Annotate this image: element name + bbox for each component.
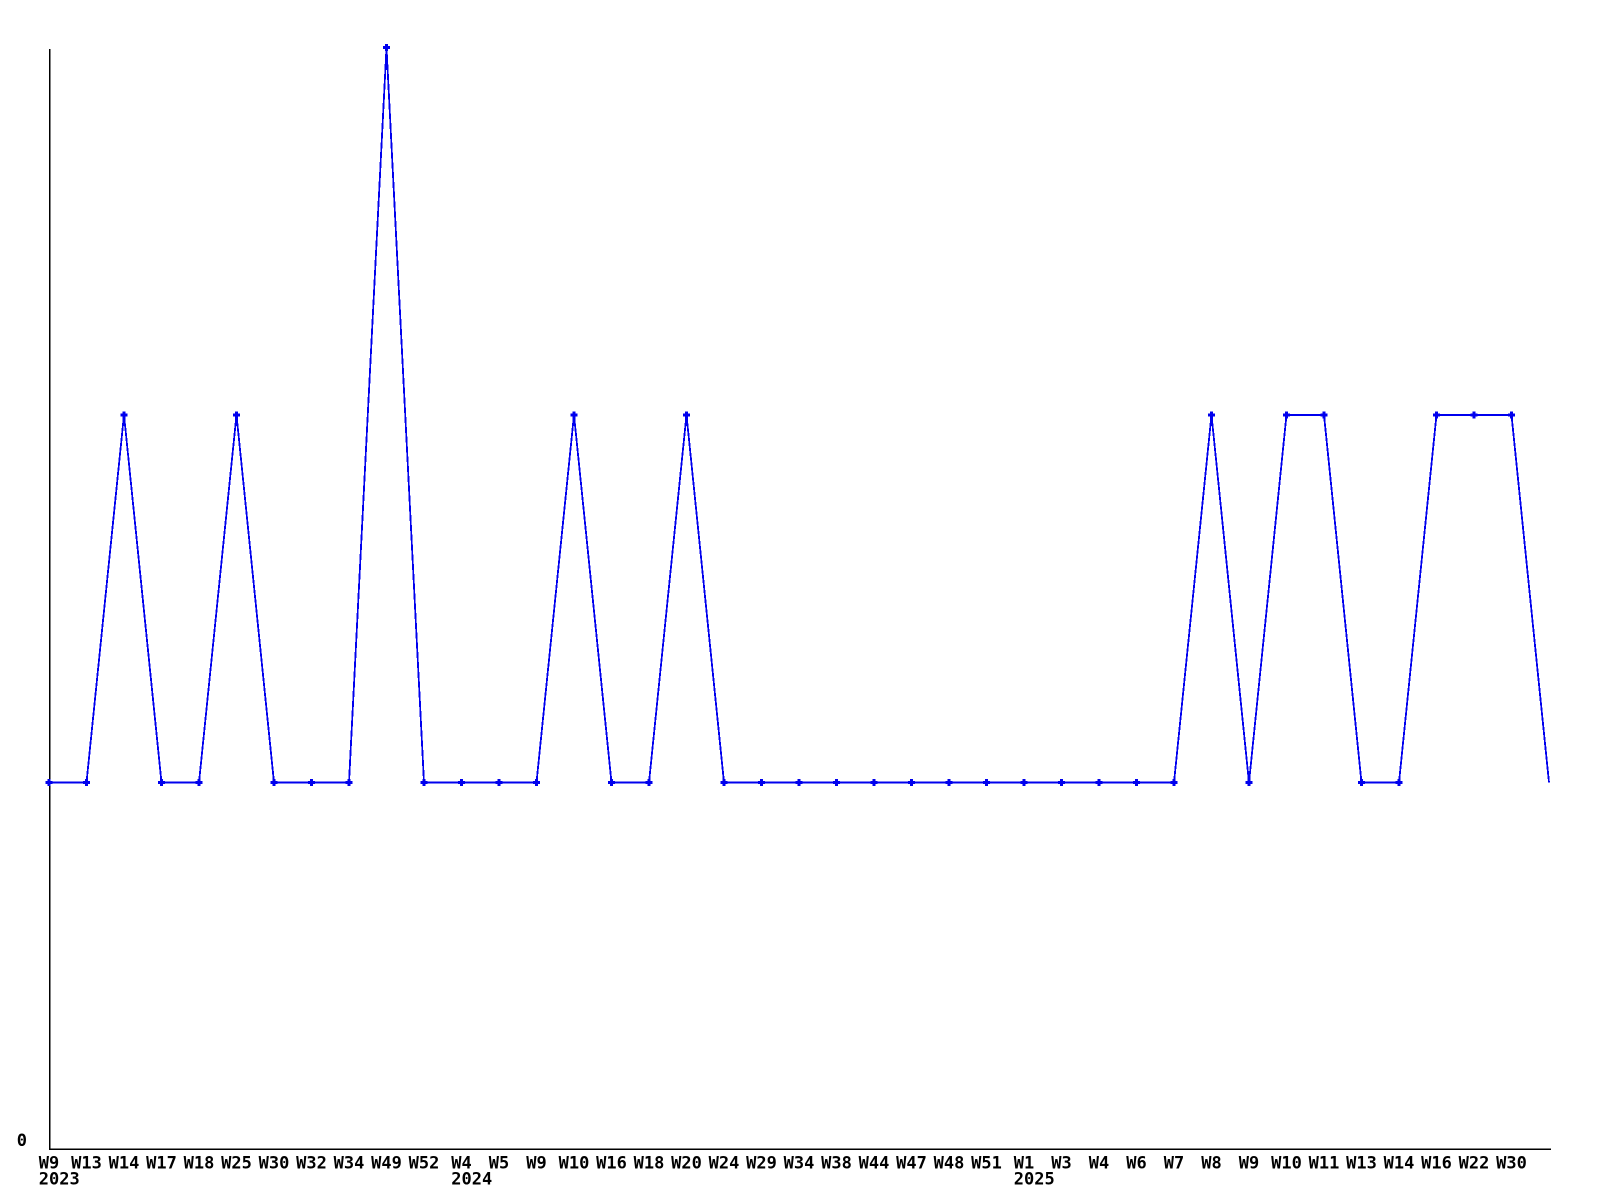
y-axis-tick-label: 0	[17, 1131, 27, 1151]
data-point-marker	[233, 411, 240, 419]
x-tick-label: W3	[1051, 1154, 1071, 1174]
data-point-marker	[1395, 779, 1403, 786]
data-point-marker	[870, 779, 878, 786]
data-point-marker	[383, 44, 390, 51]
x-tick-label: W30	[259, 1154, 290, 1174]
data-point-markers	[45, 44, 1515, 786]
x-tick-label: W4	[451, 1154, 471, 1174]
x-tick-label: W47	[896, 1154, 927, 1174]
data-point-marker	[1470, 411, 1478, 419]
x-tick-label: W51	[971, 1154, 1002, 1174]
x-tick-label: W8	[1201, 1154, 1221, 1174]
x-tick-label: W9	[39, 1154, 59, 1174]
data-point-marker	[345, 779, 353, 786]
x-year-label: 2024	[451, 1170, 492, 1190]
x-tick-label: W5	[489, 1154, 509, 1174]
x-tick-label: W9	[1239, 1154, 1259, 1174]
data-point-marker	[1358, 779, 1365, 786]
x-axis-year-labels: 2023 2024 2025	[39, 1170, 1055, 1190]
data-point-marker	[1208, 411, 1215, 419]
data-point-marker	[833, 779, 840, 786]
x-tick-label: W16	[1421, 1154, 1452, 1174]
x-tick-label: W32	[296, 1154, 327, 1174]
x-tick-label: W10	[1271, 1154, 1302, 1174]
data-point-marker	[1320, 411, 1328, 419]
x-tick-label: W11	[1309, 1154, 1340, 1174]
x-tick-label: W20	[671, 1154, 702, 1174]
data-point-marker	[1058, 779, 1065, 786]
data-point-marker	[683, 411, 690, 419]
data-point-marker	[308, 779, 315, 786]
data-point-marker	[645, 779, 653, 786]
x-tick-label: W14	[1384, 1154, 1415, 1174]
x-tick-label: W22	[1459, 1154, 1490, 1174]
data-point-marker	[1433, 411, 1440, 419]
data-point-marker	[270, 779, 278, 786]
x-tick-label: W13	[71, 1154, 102, 1174]
x-tick-label: W7	[1164, 1154, 1184, 1174]
data-point-marker	[720, 779, 728, 786]
x-tick-label: W6	[1126, 1154, 1146, 1174]
x-year-label: 2025	[1014, 1170, 1055, 1190]
x-tick-label: W25	[221, 1154, 252, 1174]
x-tick-label: W4	[1089, 1154, 1109, 1174]
data-point-marker	[158, 779, 165, 786]
x-tick-label: W34	[334, 1154, 365, 1174]
data-point-marker	[458, 779, 465, 786]
data-point-marker	[945, 779, 953, 786]
data-point-marker	[1508, 411, 1515, 419]
x-tick-label: W14	[109, 1154, 140, 1174]
x-tick-label: W29	[746, 1154, 777, 1174]
x-tick-label: W49	[371, 1154, 402, 1174]
data-point-marker	[195, 779, 203, 786]
data-point-marker	[608, 779, 615, 786]
x-tick-label: W30	[1496, 1154, 1527, 1174]
data-point-marker	[83, 779, 90, 786]
x-tick-label: W24	[709, 1154, 740, 1174]
data-point-marker	[495, 779, 503, 786]
data-point-marker	[1095, 779, 1103, 786]
data-point-marker	[1245, 779, 1253, 786]
data-point-marker	[758, 779, 765, 786]
data-point-marker	[45, 779, 53, 786]
x-tick-label: W17	[146, 1154, 177, 1174]
x-tick-label: W16	[596, 1154, 627, 1174]
x-tick-label: W18	[634, 1154, 665, 1174]
data-point-marker	[1283, 411, 1290, 419]
data-point-marker	[120, 411, 128, 419]
data-point-marker	[570, 411, 578, 419]
x-year-label: 2023	[39, 1170, 80, 1190]
data-point-marker	[1020, 779, 1028, 786]
x-tick-label: W9	[526, 1154, 546, 1174]
x-axis-tick-labels: W9 W13 W14 W17 W18 W25 W30 W32 W34 W49 W52 W4 W5 W9 W1…	[39, 1154, 1527, 1174]
data-point-marker	[983, 779, 990, 786]
x-tick-label: W52	[409, 1154, 440, 1174]
x-tick-label: W13	[1346, 1154, 1377, 1174]
data-point-marker	[1133, 779, 1140, 786]
x-tick-label: W44	[859, 1154, 890, 1174]
x-tick-label: W10	[559, 1154, 590, 1174]
data-point-marker	[908, 779, 915, 786]
data-point-marker	[1170, 779, 1178, 786]
data-point-marker	[795, 779, 803, 786]
data-point-marker	[533, 779, 540, 786]
x-tick-label: W1	[1014, 1154, 1034, 1174]
x-tick-label: W48	[934, 1154, 965, 1174]
x-tick-label: W18	[184, 1154, 215, 1174]
x-tick-label: W34	[784, 1154, 815, 1174]
x-tick-label: W38	[821, 1154, 852, 1174]
data-point-marker	[420, 779, 428, 786]
